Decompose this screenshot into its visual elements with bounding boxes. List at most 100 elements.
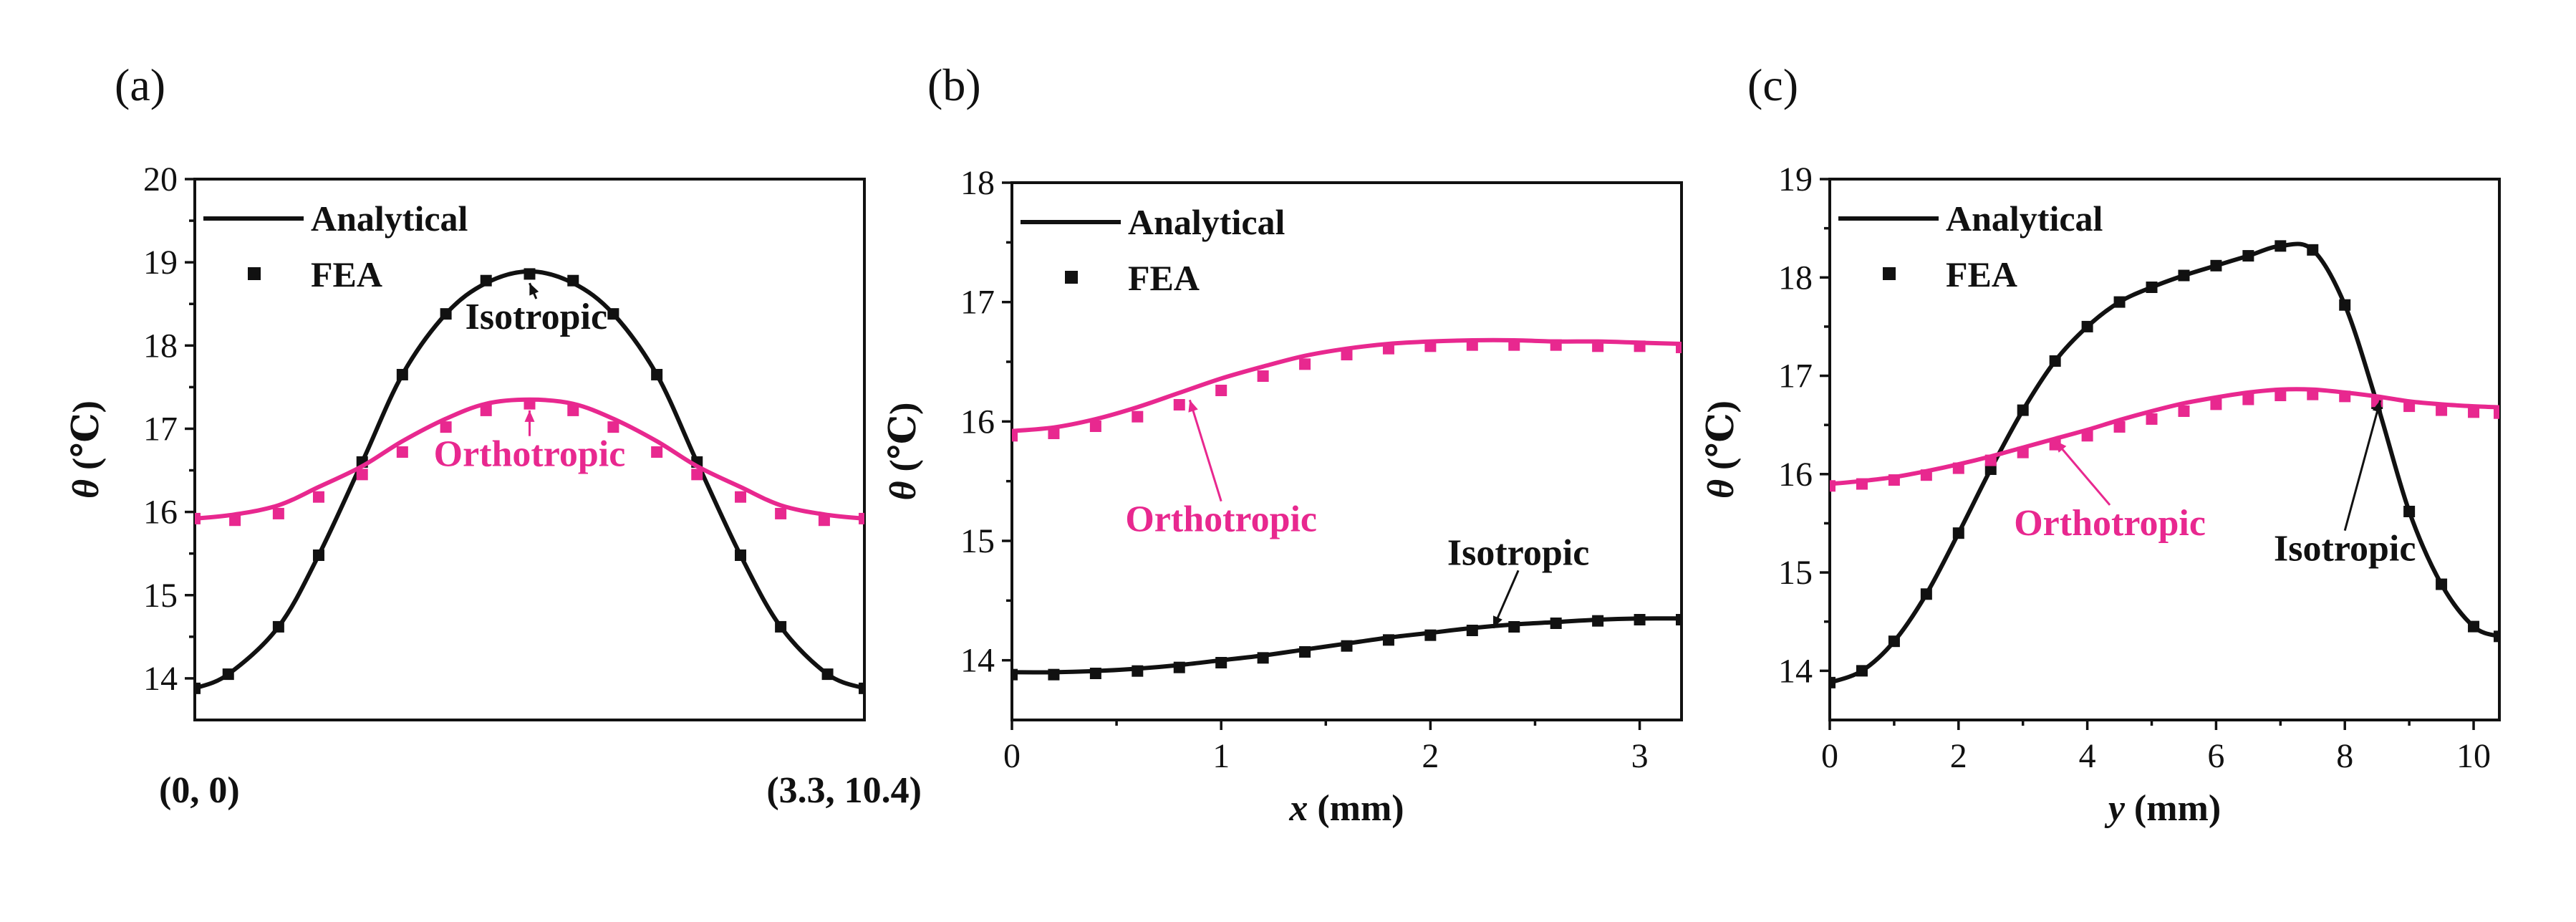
legend-fea: FEA <box>1128 258 1200 298</box>
x-tick-label: 10 <box>2456 737 2491 775</box>
fea-marker-orthotropic <box>775 507 787 519</box>
fea-marker-isotropic <box>2210 259 2222 272</box>
annotation-arrow-head <box>524 410 535 422</box>
series-orthotropic <box>1830 387 2499 492</box>
fea-marker-isotropic <box>2081 320 2093 332</box>
x-axis-title: y (mm) <box>2104 788 2221 829</box>
fea-marker-isotropic <box>2178 269 2190 282</box>
annotation-orthotropic: Orthotropic <box>2014 503 2206 544</box>
fea-marker-orthotropic <box>1830 480 1835 492</box>
fea-marker-orthotropic <box>1592 340 1604 352</box>
fea-marker-orthotropic <box>480 404 492 416</box>
fea-marker-isotropic <box>1634 614 1646 625</box>
x-tick-label: 3 <box>1631 737 1649 775</box>
series-isotropic <box>1012 614 1682 681</box>
y-tick-label: 15 <box>143 577 178 615</box>
fea-marker-isotropic <box>2494 630 2499 643</box>
annotation-orthotropic: Orthotropic <box>434 434 626 475</box>
x-tick-label: 1 <box>1212 737 1230 775</box>
fea-marker-isotropic <box>1215 657 1227 668</box>
annotation-arrow-shaft <box>2343 400 2382 532</box>
fea-marker-isotropic <box>2017 404 2029 416</box>
fea-marker-isotropic <box>2113 296 2126 308</box>
fea-marker-orthotropic <box>524 398 536 410</box>
series-isotropic <box>1830 240 2499 688</box>
fea-marker-isotropic <box>1012 668 1018 681</box>
fea-marker-orthotropic <box>2113 421 2126 433</box>
x-end-label: (3.3, 10.4) <box>766 770 922 811</box>
fea-marker-isotropic <box>272 620 284 633</box>
fea-marker-orthotropic <box>1257 370 1269 382</box>
fea-marker-orthotropic <box>195 512 201 524</box>
annotation-isotropic: Isotropic <box>1447 532 1589 573</box>
analytical-line-isotropic <box>1830 241 2499 685</box>
fea-marker-isotropic <box>1550 618 1562 629</box>
fea-marker-orthotropic <box>272 507 284 519</box>
fea-marker-orthotropic <box>229 514 241 527</box>
fea-marker-isotropic <box>1830 676 1835 688</box>
annotation-arrow-head <box>1188 400 1198 413</box>
panel-label: (b) <box>927 59 981 110</box>
fea-marker-isotropic <box>1257 652 1269 664</box>
fea-marker-isotropic <box>480 274 492 287</box>
fea-marker-isotropic <box>222 668 234 681</box>
fea-marker-isotropic <box>735 549 747 562</box>
legend-fea: FEA <box>311 254 382 294</box>
fea-marker-isotropic <box>1466 625 1478 636</box>
fea-marker-orthotropic <box>2274 390 2287 401</box>
series-isotropic <box>195 268 864 694</box>
fea-marker-orthotropic <box>859 512 864 524</box>
annotation-arrow-head <box>2372 400 2383 413</box>
fea-marker-orthotropic <box>567 404 579 416</box>
fea-marker-isotropic <box>651 368 663 380</box>
fea-marker-orthotropic <box>1173 399 1185 410</box>
fea-marker-isotropic <box>2146 282 2158 293</box>
fea-marker-isotropic <box>1299 646 1311 658</box>
fea-marker-orthotropic <box>818 514 830 527</box>
fea-marker-isotropic <box>195 682 201 694</box>
fea-marker-orthotropic <box>1466 339 1478 351</box>
fea-marker-isotropic <box>2049 355 2061 367</box>
fea-marker-isotropic <box>1382 634 1394 646</box>
fea-marker-orthotropic <box>1012 430 1018 442</box>
annotation-arrow-head <box>529 283 539 296</box>
y-tick-label: 18 <box>143 327 178 365</box>
fea-marker-orthotropic <box>2242 393 2254 405</box>
y-tick-label: 15 <box>1778 554 1813 592</box>
fea-marker-orthotropic <box>735 491 747 503</box>
legend-analytical: Analytical <box>1128 202 1285 242</box>
x-start-label: (0, 0) <box>159 770 240 811</box>
y-tick-label: 19 <box>1778 160 1813 198</box>
fea-marker-isotropic <box>1048 668 1060 681</box>
series-orthotropic <box>195 397 864 527</box>
plot-frame <box>193 178 866 721</box>
fea-marker-isotropic <box>2339 299 2351 311</box>
fea-marker-orthotropic <box>2146 413 2158 425</box>
y-tick-label: 16 <box>1778 456 1813 494</box>
x-axis-title: x (mm) <box>1288 788 1404 829</box>
fea-marker-isotropic <box>1089 668 1101 679</box>
y-tick-label: 14 <box>143 660 178 698</box>
fea-marker-orthotropic <box>1299 358 1311 370</box>
fea-marker-orthotropic <box>1856 478 1868 490</box>
analytical-line-orthotropic <box>1012 337 1682 433</box>
fea-marker-orthotropic <box>1215 385 1227 396</box>
y-axis-title: θ (℃) <box>883 403 924 501</box>
y-tick-label: 14 <box>960 642 995 680</box>
legend-fea: FEA <box>1946 254 2017 294</box>
fea-marker-isotropic <box>1888 635 1900 648</box>
fea-marker-isotropic <box>2468 620 2480 633</box>
fea-marker-isotropic <box>440 308 452 320</box>
fea-marker-orthotropic <box>2468 406 2480 418</box>
annotation-arrow-shaft <box>1188 399 1222 502</box>
fea-marker-orthotropic <box>2178 405 2190 417</box>
fea-marker-orthotropic <box>1089 421 1101 432</box>
fea-marker-isotropic <box>1984 463 1997 475</box>
fea-marker-isotropic <box>607 308 619 320</box>
fea-marker-isotropic <box>1508 621 1520 633</box>
fea-marker-orthotropic <box>2017 446 2029 458</box>
fea-marker-orthotropic <box>2494 407 2499 419</box>
fea-marker-orthotropic <box>607 421 619 433</box>
y-tick-label: 16 <box>143 494 178 532</box>
y-tick-label: 17 <box>1778 357 1813 395</box>
